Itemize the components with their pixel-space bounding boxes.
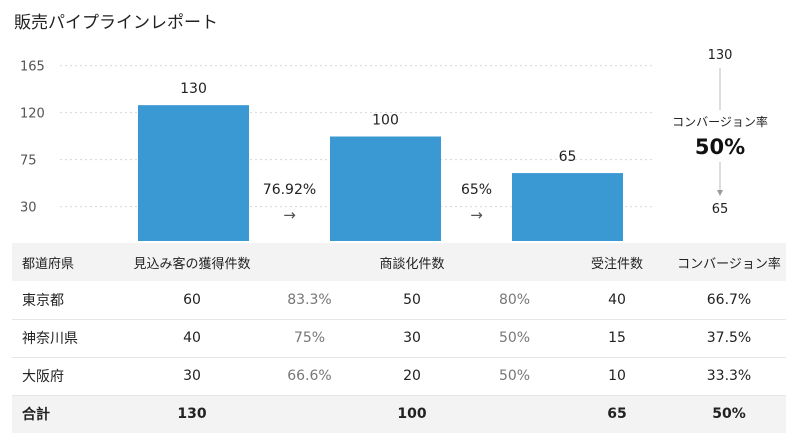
- cell-prefecture: 大阪府: [22, 369, 64, 385]
- total-conversion: 50%: [712, 406, 746, 423]
- cell-prefecture: 東京都: [22, 292, 64, 309]
- cell-lead-rate: 83.3%: [287, 291, 332, 308]
- cell-conversion: 37.5%: [706, 330, 752, 346]
- header-leads: 見込み客の獲得件数: [133, 256, 251, 272]
- cell-lead-rate: 66.6%: [287, 368, 332, 384]
- cell-orders: 10: [608, 368, 626, 384]
- header-deal-rate: [467, 243, 562, 281]
- cell-deals: 20: [403, 368, 421, 384]
- conversion-from: 130: [708, 48, 733, 63]
- table-row: 東京都 60 83.3% 50 80% 40 66.7%: [12, 281, 786, 319]
- table-header-row: 都道府県 見込み客の獲得件数 商談化件数 受注件数 コンバージョン率: [12, 243, 786, 281]
- cell-conversion: 66.7%: [706, 291, 752, 308]
- bar: [138, 105, 249, 242]
- cell-leads: 60: [183, 291, 201, 308]
- step-rate-label: 65%: [461, 182, 492, 198]
- cell-deal-rate: 80%: [498, 291, 531, 308]
- pipeline-table: 都道府県 見込み客の獲得件数 商談化件数 受注件数 コンバージョン率 東京都 6…: [12, 243, 786, 433]
- cell-deals: 30: [403, 330, 421, 346]
- y-tick-label: 30: [20, 201, 37, 216]
- cell-orders: 15: [608, 330, 626, 346]
- bar-value-label: 65: [559, 149, 577, 165]
- header-deals: 商談化件数: [379, 256, 445, 272]
- page-title: 販売パイプラインレポート: [14, 13, 218, 33]
- right-arrow-icon: →: [283, 206, 296, 224]
- conversion-summary: 130 コンバージョン率 50% 65: [672, 48, 768, 217]
- step-rates: 76.92% → 65% →: [263, 182, 492, 224]
- total-deal-rate: [467, 395, 562, 433]
- bar-value-label: 130: [180, 81, 207, 97]
- cell-deal-rate: 50%: [498, 368, 531, 384]
- total-leads: 130: [177, 406, 207, 423]
- header-orders: 受注件数: [590, 256, 643, 272]
- y-axis-ticks: 30 75 120 165: [20, 60, 45, 216]
- bar: [512, 173, 623, 241]
- conversion-title: コンバージョン率: [672, 114, 768, 129]
- y-tick-label: 120: [20, 107, 45, 122]
- cell-lead-rate: 75%: [293, 330, 326, 346]
- chart-bars: 130 100 65: [138, 81, 623, 242]
- cell-prefecture: 神奈川県: [22, 331, 78, 347]
- conversion-value: 50%: [695, 135, 745, 159]
- header-prefecture: 都道府県: [22, 256, 75, 272]
- header-lead-rate: [262, 243, 357, 281]
- conversion-to: 65: [712, 202, 729, 217]
- bar-value-label: 100: [372, 113, 399, 129]
- y-tick-label: 75: [20, 154, 37, 169]
- total-lead-rate: [262, 395, 357, 433]
- cell-deal-rate: 50%: [498, 330, 531, 346]
- right-arrow-icon: →: [470, 206, 483, 224]
- table-row: 神奈川県 40 75% 30 50% 15 37.5%: [12, 319, 786, 357]
- bar: [330, 136, 441, 241]
- cell-deals: 50: [403, 291, 421, 308]
- header-conversion: コンバージョン率: [677, 256, 781, 272]
- table-total-row: 合計 130 100 65 50%: [12, 395, 786, 433]
- cell-leads: 40: [183, 330, 201, 346]
- cell-orders: 40: [608, 291, 626, 308]
- step-rate-label: 76.92%: [263, 182, 316, 198]
- y-tick-label: 165: [20, 60, 45, 75]
- total-label: 合計: [22, 407, 50, 424]
- table-row: 大阪府 30 66.6% 20 50% 10 33.3%: [12, 357, 786, 395]
- down-arrow-icon: [717, 190, 723, 196]
- cell-conversion: 33.3%: [706, 368, 752, 384]
- total-orders: 65: [607, 406, 627, 423]
- total-deals: 100: [397, 406, 427, 423]
- cell-leads: 30: [183, 368, 201, 384]
- funnel-chart: 30 75 120 165 130 100 65 76.92% → 65% → 130 コンバージ…: [20, 48, 768, 242]
